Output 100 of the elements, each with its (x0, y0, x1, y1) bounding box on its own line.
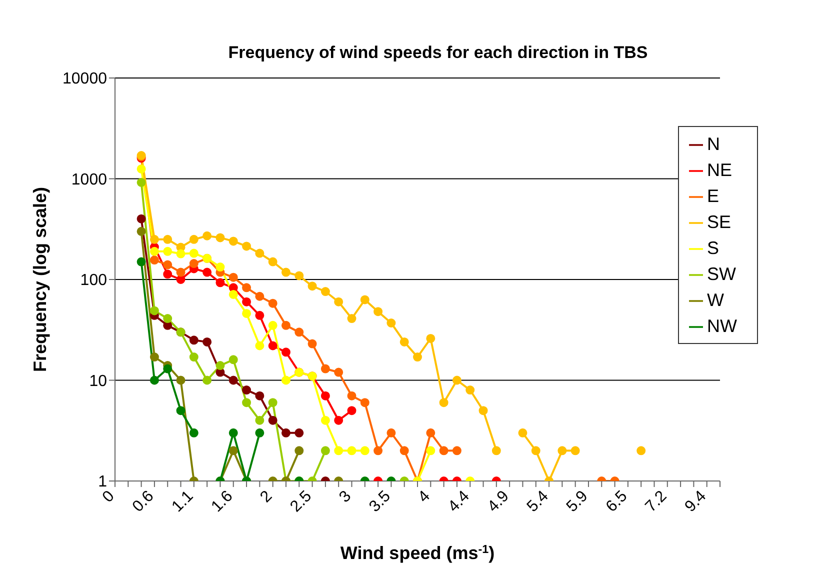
point (558, 446, 567, 456)
point (452, 446, 462, 456)
point (374, 307, 383, 316)
point (228, 290, 238, 299)
point (281, 268, 290, 277)
x-tick-label: 3.5 (366, 488, 394, 516)
x-tick-label: 6.5 (603, 488, 631, 516)
legend-label: NW (707, 316, 737, 336)
point (268, 298, 278, 308)
point (242, 386, 252, 395)
point (478, 406, 488, 416)
point (347, 314, 356, 324)
point (202, 268, 212, 277)
point (216, 233, 225, 242)
point (163, 260, 172, 270)
point (228, 428, 238, 438)
point (150, 234, 159, 244)
point (334, 416, 344, 425)
point (334, 446, 344, 456)
point (347, 446, 356, 456)
point (202, 231, 212, 240)
point (216, 278, 225, 288)
point (400, 337, 409, 346)
x-tick-label: 5.9 (564, 488, 592, 516)
point (163, 270, 172, 279)
legend-label: S (707, 238, 720, 258)
point (202, 376, 212, 385)
point (320, 416, 330, 425)
point (176, 406, 186, 416)
chart-title: Frequency of wind speeds for each direction in TBS (228, 43, 648, 62)
point (334, 297, 344, 306)
point (255, 428, 264, 438)
point (334, 368, 344, 377)
point (163, 364, 172, 374)
point (189, 428, 198, 438)
y-tick-label: 10 (89, 372, 108, 390)
point (242, 308, 252, 318)
point (531, 446, 540, 456)
point (242, 242, 252, 251)
point (518, 428, 528, 438)
point (360, 295, 370, 304)
y-tick-label: 10000 (62, 70, 108, 88)
point (228, 236, 238, 246)
point (570, 446, 580, 456)
point (386, 318, 396, 328)
point (136, 164, 146, 174)
point (426, 334, 436, 343)
point (228, 355, 238, 364)
point (492, 446, 501, 456)
point (163, 314, 172, 324)
x-tick-label: 4.9 (484, 488, 512, 516)
point (136, 178, 146, 187)
point (294, 446, 304, 456)
x-tick-label: 5.4 (524, 488, 552, 516)
x-tick-label: 9.4 (682, 488, 710, 516)
point (228, 446, 238, 456)
x-tick-label: 3 (336, 488, 355, 506)
point (255, 310, 264, 320)
point (136, 226, 146, 236)
point (439, 398, 448, 408)
point (255, 248, 264, 258)
legend-label: SW (707, 264, 736, 284)
point (228, 376, 238, 385)
x-tick-label: 1.1 (168, 488, 197, 516)
point (216, 262, 225, 272)
point (320, 391, 330, 400)
point (163, 234, 172, 244)
point (426, 428, 436, 438)
point (439, 446, 448, 456)
legend-label: SE (707, 212, 732, 232)
point (413, 352, 422, 362)
point (308, 282, 317, 291)
legend-label: N (707, 134, 720, 154)
point (189, 234, 198, 244)
point (150, 376, 159, 385)
point (255, 416, 264, 425)
point (281, 348, 290, 357)
point (294, 428, 304, 438)
point (268, 416, 278, 425)
point (202, 337, 212, 346)
point (150, 352, 159, 362)
point (189, 336, 198, 345)
point (189, 259, 198, 268)
point (360, 446, 370, 456)
point (294, 271, 304, 280)
point (268, 398, 278, 408)
point (189, 248, 198, 258)
point (308, 339, 317, 348)
point (281, 320, 290, 330)
point (294, 328, 304, 337)
point (242, 297, 252, 306)
point (176, 376, 186, 385)
y-tick-label: 100 (80, 272, 108, 290)
point (242, 398, 252, 408)
point (176, 249, 186, 258)
point (150, 256, 159, 265)
y-axis-title: Frequency (log scale) (30, 186, 50, 372)
point (347, 391, 356, 400)
point (386, 428, 396, 438)
point (255, 391, 264, 400)
